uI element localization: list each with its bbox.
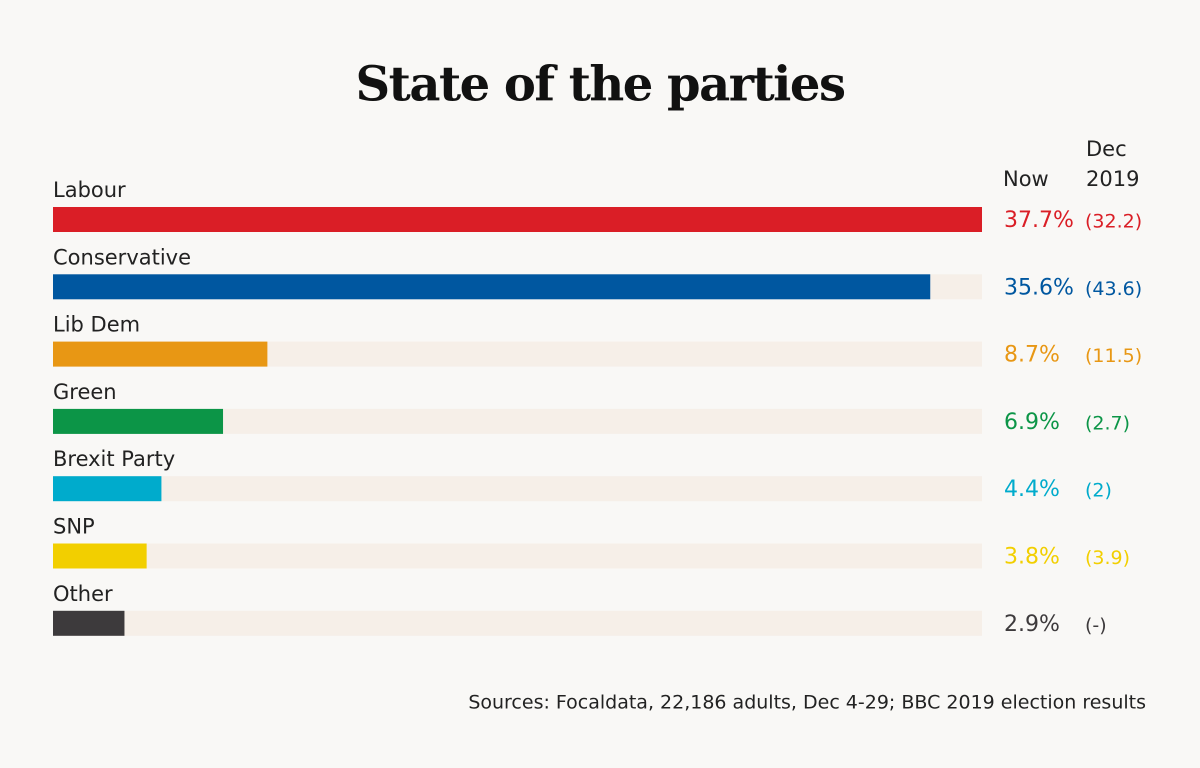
- category-label: Brexit Party: [53, 447, 175, 471]
- previous-label: (32.2): [1085, 211, 1142, 233]
- previous-label: (-): [1085, 614, 1107, 636]
- previous-label: (43.6): [1085, 278, 1142, 300]
- column-header: Now: [1003, 167, 1049, 191]
- value-label: 6.9%: [1004, 410, 1060, 435]
- bar: [53, 274, 931, 300]
- value-label: 3.8%: [1004, 545, 1060, 570]
- category-label: Green: [53, 380, 117, 404]
- category-label: Conservative: [53, 245, 191, 269]
- previous-label: (2.7): [1085, 412, 1130, 434]
- bar-track: [53, 543, 982, 569]
- category-label: SNP: [53, 515, 95, 539]
- value-label: 35.6%: [1004, 275, 1074, 300]
- previous-label: (2): [1085, 480, 1112, 502]
- value-label: 4.4%: [1004, 477, 1060, 502]
- previous-label: (11.5): [1085, 345, 1142, 367]
- bar-track: [53, 610, 982, 636]
- value-label: 37.7%: [1004, 208, 1074, 233]
- bar: [53, 543, 147, 569]
- column-header: Dec 2019: [1086, 137, 1140, 191]
- bar: [53, 408, 224, 434]
- bar: [53, 207, 982, 232]
- bar-track: [53, 476, 982, 502]
- bar: [53, 476, 162, 502]
- previous-label: (3.9): [1085, 547, 1130, 569]
- source: Sources: Focaldata, 22,186 adults, Dec 4…: [468, 692, 1146, 714]
- value-label: 8.7%: [1004, 343, 1060, 368]
- category-label: Labour: [53, 178, 126, 202]
- bar: [53, 341, 268, 367]
- category-label: Other: [53, 582, 113, 606]
- chart-title: State of the parties: [356, 57, 845, 113]
- value-label: 2.9%: [1004, 612, 1060, 637]
- bar: [53, 610, 125, 636]
- category-label: Lib Dem: [53, 313, 140, 337]
